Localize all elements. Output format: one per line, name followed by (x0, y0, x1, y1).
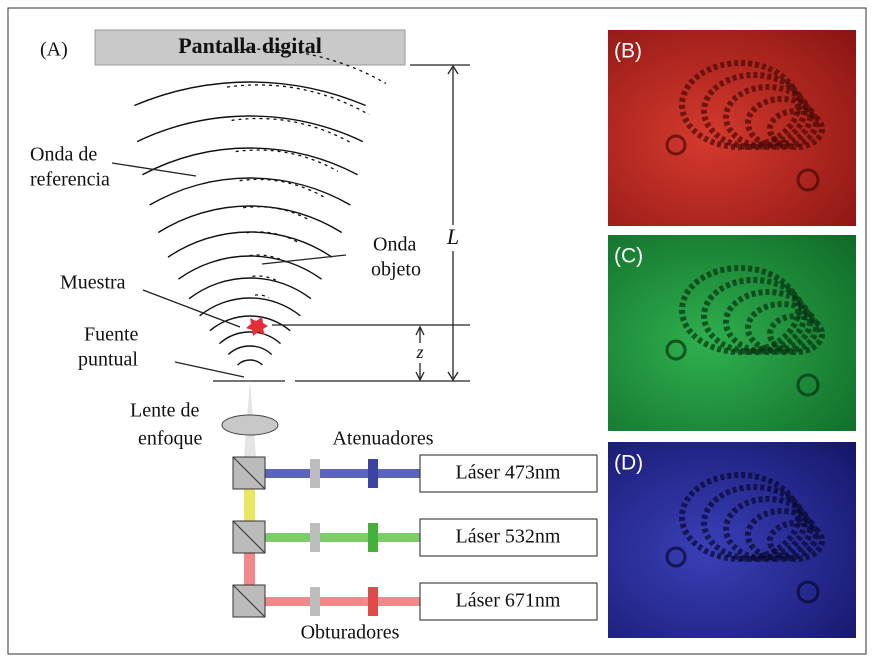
leader (143, 290, 240, 327)
reference-wave (142, 148, 357, 175)
leader (112, 163, 196, 176)
reference-wave (158, 206, 341, 232)
reference-wave (150, 178, 351, 205)
reference-wave (168, 232, 332, 257)
images: (B) (C) (D) (608, 30, 856, 638)
reference-wave (189, 278, 311, 299)
beam (244, 489, 255, 521)
laser-label: Láser 473nm (456, 462, 561, 484)
object-wave (236, 150, 338, 171)
shutter (368, 459, 378, 488)
panel-label: (B) (614, 40, 642, 63)
attenuator (310, 459, 320, 488)
reference-wave (137, 116, 363, 142)
optics: Láser 473nm Láser 532nm Láser 671nm (233, 455, 597, 620)
beam (265, 597, 420, 606)
attenuator (310, 523, 320, 552)
reference-wave (228, 346, 271, 354)
reference-label: Onda de (30, 144, 97, 166)
attenuators-label: Atenuadores (332, 428, 433, 450)
laser-label: Láser 671nm (456, 590, 561, 612)
l-label: L (446, 224, 459, 249)
shutter (368, 587, 378, 616)
object-label: Onda (373, 234, 416, 256)
waves (134, 49, 386, 365)
panel-label: (C) (614, 245, 643, 268)
beam (265, 533, 420, 542)
laser-label: Láser 532nm (456, 526, 561, 548)
source-label: Fuente (84, 324, 139, 346)
screen-label: Pantalla digital (178, 33, 322, 58)
reference-label: referencia (30, 169, 110, 191)
object-label: objeto (371, 259, 421, 281)
reference-wave (238, 360, 263, 365)
attenuator (310, 587, 320, 616)
lens (222, 415, 278, 435)
reference-wave (219, 332, 280, 344)
beam (265, 469, 420, 478)
reference-wave (200, 298, 301, 316)
figure: Pantalla digital (A) L z Onda de referen… (0, 0, 874, 662)
leader (175, 362, 244, 377)
panel-label: (D) (614, 452, 643, 475)
shutter (368, 523, 378, 552)
lens-label: enfoque (138, 428, 203, 450)
beam (244, 553, 255, 585)
leader (262, 255, 346, 264)
panel-label: (A) (40, 39, 68, 61)
z-label: z (415, 342, 423, 362)
shutters-label: Obturadores (301, 622, 400, 644)
object-wave (232, 119, 353, 144)
source-label: puntual (78, 349, 138, 371)
sample-label: Muestra (60, 272, 126, 294)
lens-label: Lente de (130, 400, 200, 422)
object-wave (227, 85, 369, 115)
object-wave (255, 295, 269, 298)
